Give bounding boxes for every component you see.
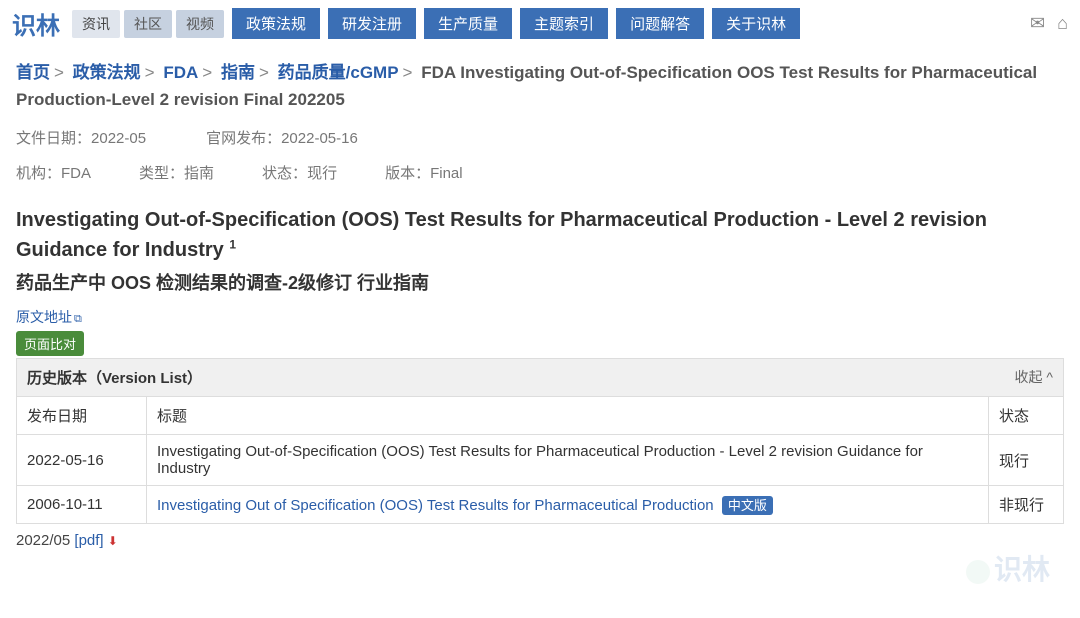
row-date: 2022-05-16 <box>17 435 147 486</box>
nav-tab-news[interactable]: 资讯 <box>72 10 120 38</box>
row-title: Investigating Out of Specification (OOS)… <box>147 486 989 524</box>
mail-icon[interactable]: ✉ <box>1030 13 1045 34</box>
status-label: 状态： <box>262 165 307 182</box>
cn-badge[interactable]: 中文版 <box>722 496 773 515</box>
version-value: Final <box>430 165 463 182</box>
pub-date: 2022-05-16 <box>281 130 358 147</box>
pdf-link[interactable]: [pdf] <box>74 532 103 549</box>
version-table: 历史版本（Version List）收起 ^ 发布日期 标题 状态 2022-0… <box>16 358 1064 524</box>
row-title: Investigating Out-of-Specification (OOS)… <box>147 435 989 486</box>
nav-btn-quality[interactable]: 生产质量 <box>424 8 512 39</box>
home-icon[interactable]: ⌂ <box>1057 13 1068 34</box>
external-link-icon: ⧉ <box>74 313 82 325</box>
org-value: FDA <box>61 165 91 182</box>
doc-subtitle: 药品生产中 OOS 检测结果的调查-2级修订 行业指南 <box>16 269 1064 295</box>
pub-date-label: 官网发布： <box>206 130 281 147</box>
breadcrumb: 首页> 政策法规> FDA> 指南> 药品质量/cGMP> FDA Invest… <box>16 59 1064 113</box>
type-label: 类型： <box>139 165 184 182</box>
row-title-link[interactable]: Investigating Out of Specification (OOS)… <box>157 497 714 514</box>
version-label: 版本： <box>385 165 430 182</box>
compare-button[interactable]: 页面比对 <box>16 331 84 356</box>
doc-title: Investigating Out-of-Specification (OOS)… <box>16 205 1064 265</box>
col-status: 状态 <box>989 397 1064 435</box>
table-row: 2006-10-11 Investigating Out of Specific… <box>17 486 1064 524</box>
meta-row-1: 文件日期：2022-05 官网发布：2022-05-16 <box>16 127 1064 148</box>
nav-btn-qa[interactable]: 问题解答 <box>616 8 704 39</box>
logo[interactable]: 识林 <box>12 6 60 41</box>
type-value: 指南 <box>184 165 214 182</box>
crumb-policy[interactable]: 政策法规 <box>73 63 141 82</box>
source-link[interactable]: 原文地址 <box>16 309 72 325</box>
table-row: 2022-05-16 Investigating Out-of-Specific… <box>17 435 1064 486</box>
crumb-guide[interactable]: 指南 <box>221 63 255 82</box>
file-date-label: 文件日期： <box>16 130 91 147</box>
status-value: 现行 <box>307 165 337 182</box>
org-label: 机构： <box>16 165 61 182</box>
nav-btn-policy[interactable]: 政策法规 <box>232 8 320 39</box>
footnote-mark: 1 <box>229 238 236 252</box>
bottom-date: 2022/05 <box>16 532 70 549</box>
row-status: 非现行 <box>989 486 1064 524</box>
meta-row-2: 机构：FDA 类型：指南 状态：现行 版本：Final <box>16 162 1064 183</box>
nav-tab-video[interactable]: 视频 <box>176 10 224 38</box>
nav-btn-topics[interactable]: 主题索引 <box>520 8 608 39</box>
file-date: 2022-05 <box>91 130 146 147</box>
crumb-cgmp[interactable]: 药品质量/cGMP <box>278 63 399 82</box>
col-date: 发布日期 <box>17 397 147 435</box>
row-date: 2006-10-11 <box>17 486 147 524</box>
nav-btn-rd[interactable]: 研发注册 <box>328 8 416 39</box>
crumb-home[interactable]: 首页 <box>16 63 50 82</box>
col-title: 标题 <box>147 397 989 435</box>
row-status: 现行 <box>989 435 1064 486</box>
top-nav: 识林 资讯 社区 视频 政策法规 研发注册 生产质量 主题索引 问题解答 关于识… <box>0 0 1080 47</box>
version-table-header: 历史版本（Version List）收起 ^ <box>17 359 1064 397</box>
crumb-fda[interactable]: FDA <box>163 63 198 82</box>
nav-tab-community[interactable]: 社区 <box>124 10 172 38</box>
pdf-icon: ⬇ <box>108 534 118 548</box>
collapse-toggle[interactable]: 收起 ^ <box>1015 367 1053 387</box>
bottom-line: 2022/05 [pdf] ⬇ <box>16 532 1064 549</box>
nav-btn-about[interactable]: 关于识林 <box>712 8 800 39</box>
